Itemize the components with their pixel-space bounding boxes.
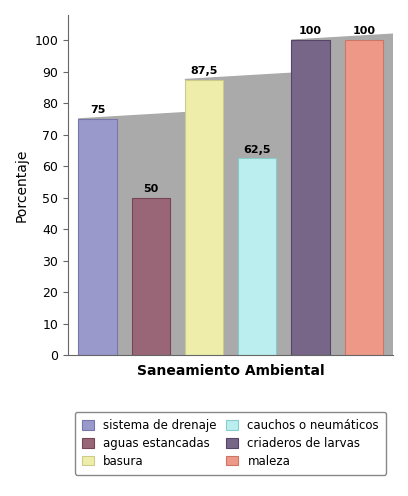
Polygon shape xyxy=(131,191,276,198)
Polygon shape xyxy=(117,113,223,355)
Text: 75: 75 xyxy=(90,105,105,115)
Bar xyxy=(131,198,170,355)
Bar xyxy=(238,158,276,355)
Text: 100: 100 xyxy=(299,26,322,36)
Bar xyxy=(344,40,383,355)
Polygon shape xyxy=(291,34,408,40)
Text: 50: 50 xyxy=(143,184,158,194)
Text: 100: 100 xyxy=(352,26,375,36)
Polygon shape xyxy=(78,349,408,355)
Polygon shape xyxy=(344,34,408,40)
X-axis label: Saneamiento Ambiental: Saneamiento Ambiental xyxy=(137,364,324,377)
Polygon shape xyxy=(276,152,383,355)
Bar xyxy=(291,40,330,355)
Legend: sistema de drenaje, aguas estancadas, basura, cauchos o neumáticos, criaderos de: sistema de drenaje, aguas estancadas, ba… xyxy=(75,412,386,475)
Polygon shape xyxy=(185,73,330,79)
Polygon shape xyxy=(78,113,223,119)
Text: 62,5: 62,5 xyxy=(244,144,271,155)
Polygon shape xyxy=(170,191,276,355)
Polygon shape xyxy=(330,34,408,355)
Bar xyxy=(185,79,223,355)
Y-axis label: Porcentaje: Porcentaje xyxy=(15,148,29,222)
Bar xyxy=(78,119,117,355)
Polygon shape xyxy=(383,34,408,355)
Polygon shape xyxy=(223,73,330,355)
Text: 87,5: 87,5 xyxy=(190,66,217,76)
Polygon shape xyxy=(238,152,383,158)
